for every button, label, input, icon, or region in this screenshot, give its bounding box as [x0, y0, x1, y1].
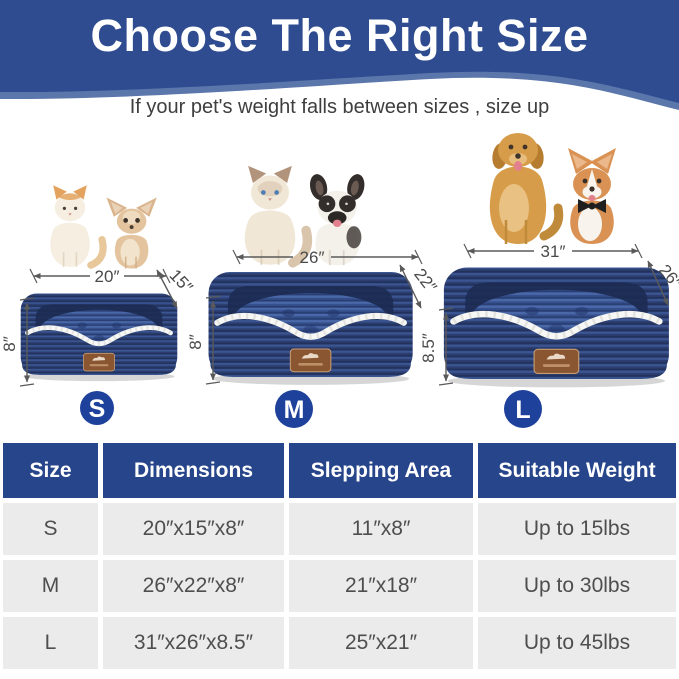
- page-subtitle: If your pet's weight falls between sizes…: [129, 96, 550, 118]
- corgi-icon: [568, 148, 616, 244]
- french-bulldog-icon: [309, 174, 365, 266]
- size-badge-s: S: [80, 391, 114, 425]
- size-badge-l: L: [504, 390, 542, 428]
- width-label-s: 20″: [95, 267, 120, 286]
- height-label-m: 8″: [186, 334, 205, 349]
- column-header-suitable-weight: Suitable Weight: [478, 443, 676, 498]
- dimension-width-s: 20″: [29, 267, 171, 286]
- cell-size-l: L: [3, 617, 98, 669]
- size-badge-m: M: [275, 390, 313, 428]
- column-header-size: Size: [3, 443, 98, 498]
- header-banner: Choose The Right Size: [0, 0, 679, 120]
- cell-sleeping-area-m: 21″x18″: [289, 560, 473, 612]
- cell-suitable-weight-m: Up to 30lbs: [478, 560, 676, 612]
- cell-size-s: S: [3, 503, 98, 555]
- dimension-width-l: 31″: [463, 242, 643, 261]
- size-comparison-scene: 20″ 15″ 8″ S: [0, 133, 679, 428]
- size-m-group: 26″ 22″ 8″ M: [186, 165, 440, 428]
- cell-sleeping-area-l: 25″x21″: [289, 617, 473, 669]
- cell-dimensions-l: 31″x26″x8.5″: [103, 617, 284, 669]
- white-cat-icon: [50, 185, 107, 269]
- depth-label-m: 22″: [410, 265, 440, 296]
- banner-wave-background: [0, 0, 679, 110]
- ragdoll-cat-icon: [244, 165, 313, 268]
- cell-dimensions-s: 20″x15″x8″: [103, 503, 284, 555]
- height-label-l: 8.5″: [419, 333, 438, 363]
- bed-large: [444, 267, 669, 387]
- width-label-l: 31″: [541, 242, 566, 261]
- size-table: Size Dimensions Slepping Area Suitable W…: [3, 443, 676, 669]
- size-s-group: 20″ 15″ 8″ S: [0, 185, 196, 425]
- column-header-sleeping-area: Slepping Area: [289, 443, 473, 498]
- cell-suitable-weight-s: Up to 15lbs: [478, 503, 676, 555]
- badge-letter-m: M: [284, 396, 305, 424]
- height-label-s: 8″: [0, 336, 19, 351]
- badge-letter-s: S: [89, 395, 106, 423]
- dimension-height-l: 8.5″: [419, 307, 454, 386]
- chihuahua-icon: [106, 197, 157, 269]
- cell-suitable-weight-l: Up to 45lbs: [478, 617, 676, 669]
- golden-retriever-icon: [489, 133, 564, 244]
- banner-wave-dark: [0, 0, 679, 103]
- dimension-height-m: 8″: [186, 295, 221, 385]
- cell-size-m: M: [3, 560, 98, 612]
- bow-tie: [578, 199, 606, 213]
- depth-label-s: 15″: [166, 266, 197, 297]
- column-header-dimensions: Dimensions: [103, 443, 284, 498]
- bed-medium: [209, 272, 413, 385]
- page-title: Choose The Right Size: [90, 10, 589, 61]
- size-l-group: 31″ 26″ 8.5″ L: [419, 133, 679, 428]
- dimension-height-s: 8″: [0, 297, 35, 387]
- width-label-m: 26″: [300, 248, 325, 267]
- badge-letter-l: L: [515, 396, 530, 424]
- cell-dimensions-m: 26″x22″x8″: [103, 560, 284, 612]
- dimension-width-m: 26″: [232, 248, 423, 267]
- bed-small: [21, 293, 178, 381]
- cell-sleeping-area-s: 11″x8″: [289, 503, 473, 555]
